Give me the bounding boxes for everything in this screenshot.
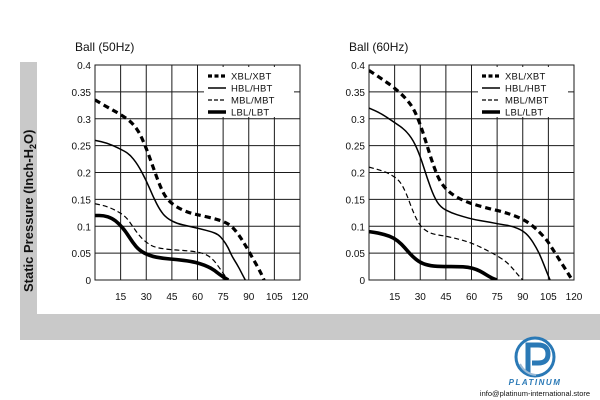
chart-title: Ball (60Hz) <box>349 40 408 54</box>
brand-email: info@platinum-international.store <box>479 389 591 398</box>
y-tick-label: 0.1 <box>351 222 365 233</box>
x-tick-label: 120 <box>566 292 583 303</box>
legend-label: HBL/HBT <box>231 84 273 95</box>
y-tick-label: 0.35 <box>346 88 366 99</box>
x-tick-label: 45 <box>440 292 452 303</box>
grid <box>94 64 301 281</box>
x-tick-label: 90 <box>517 292 529 303</box>
legend-background <box>204 67 294 117</box>
frame-left-bar <box>20 62 37 340</box>
x-tick-label: 120 <box>292 292 309 303</box>
y-tick-label: 0 <box>359 276 365 287</box>
chart-title: Ball (50Hz) <box>75 40 134 54</box>
legend-label: MBL/MBT <box>231 96 275 107</box>
y-tick-label: 0.35 <box>72 88 92 99</box>
legend-label: LBL/LBT <box>505 108 543 119</box>
x-tick-label: 60 <box>466 292 478 303</box>
x-tick-label: 30 <box>141 292 153 303</box>
x-tick-label: 45 <box>166 292 178 303</box>
y-tick-label: 0.3 <box>77 115 91 126</box>
y-tick-label: 0.05 <box>346 249 366 260</box>
y-tick-label: 0.3 <box>351 115 365 126</box>
x-tick-label: 15 <box>389 292 401 303</box>
brand-block: PLATINUM info@platinum-international.sto… <box>470 334 600 400</box>
y-tick-label: 0.25 <box>72 142 92 153</box>
y-tick-label: 0.4 <box>351 61 365 72</box>
series-line-lbl-lbt <box>369 229 498 280</box>
legend-label: XBL/XBT <box>231 72 271 83</box>
series-line-hbl-hbt <box>369 107 551 280</box>
x-tick-label: 105 <box>540 292 557 303</box>
legend-label: MBL/MBT <box>505 96 549 107</box>
frame-bottom-bar <box>20 314 600 340</box>
series-line-xbl-xbt <box>95 98 266 280</box>
y-tick-label: 0.2 <box>77 169 91 180</box>
legend-label: LBL/LBT <box>231 108 269 119</box>
y-tick-label: 0.2 <box>351 169 365 180</box>
legend-label: HBL/HBT <box>505 84 547 95</box>
y-tick-label: 0.1 <box>77 222 91 233</box>
x-tick-label: 90 <box>243 292 255 303</box>
grid <box>368 64 575 281</box>
series-line-xbl-xbt <box>369 69 574 280</box>
chart-ball-50hz: Ball (50Hz) 15 30 45 60 75 90 105 120 0.4 0.35 0.3 0… <box>72 40 309 303</box>
x-tick-label: 75 <box>218 292 230 303</box>
series-line-hbl-hbt <box>95 139 246 280</box>
x-tick-label: 105 <box>266 292 283 303</box>
y-tick-label: 0 <box>85 276 91 287</box>
x-tick-label: 30 <box>415 292 427 303</box>
y-tick-label: 0.15 <box>72 195 92 206</box>
series-line-mbl-mbt <box>369 166 524 280</box>
series-line-lbl-lbt <box>95 213 230 280</box>
y-tick-label: 0.4 <box>77 61 91 72</box>
chart-ball-60hz: Ball (60Hz) 15 30 45 60 75 90 105 120 0.4 0.35 0.3 0… <box>346 40 583 303</box>
legend-label: XBL/XBT <box>505 72 545 83</box>
x-tick-label: 75 <box>492 292 504 303</box>
y-axis-label: Static Pressure (Inch-H2O) <box>21 129 38 292</box>
y-tick-label: 0.15 <box>346 195 366 206</box>
x-tick-label: 60 <box>192 292 204 303</box>
series-line-mbl-mbt <box>95 203 229 280</box>
platinum-p-logo-icon <box>514 336 556 378</box>
legend-background <box>478 67 568 117</box>
y-tick-label: 0.05 <box>72 249 92 260</box>
y-tick-label: 0.25 <box>346 142 366 153</box>
brand-name: PLATINUM <box>508 378 562 387</box>
x-tick-label: 15 <box>115 292 127 303</box>
